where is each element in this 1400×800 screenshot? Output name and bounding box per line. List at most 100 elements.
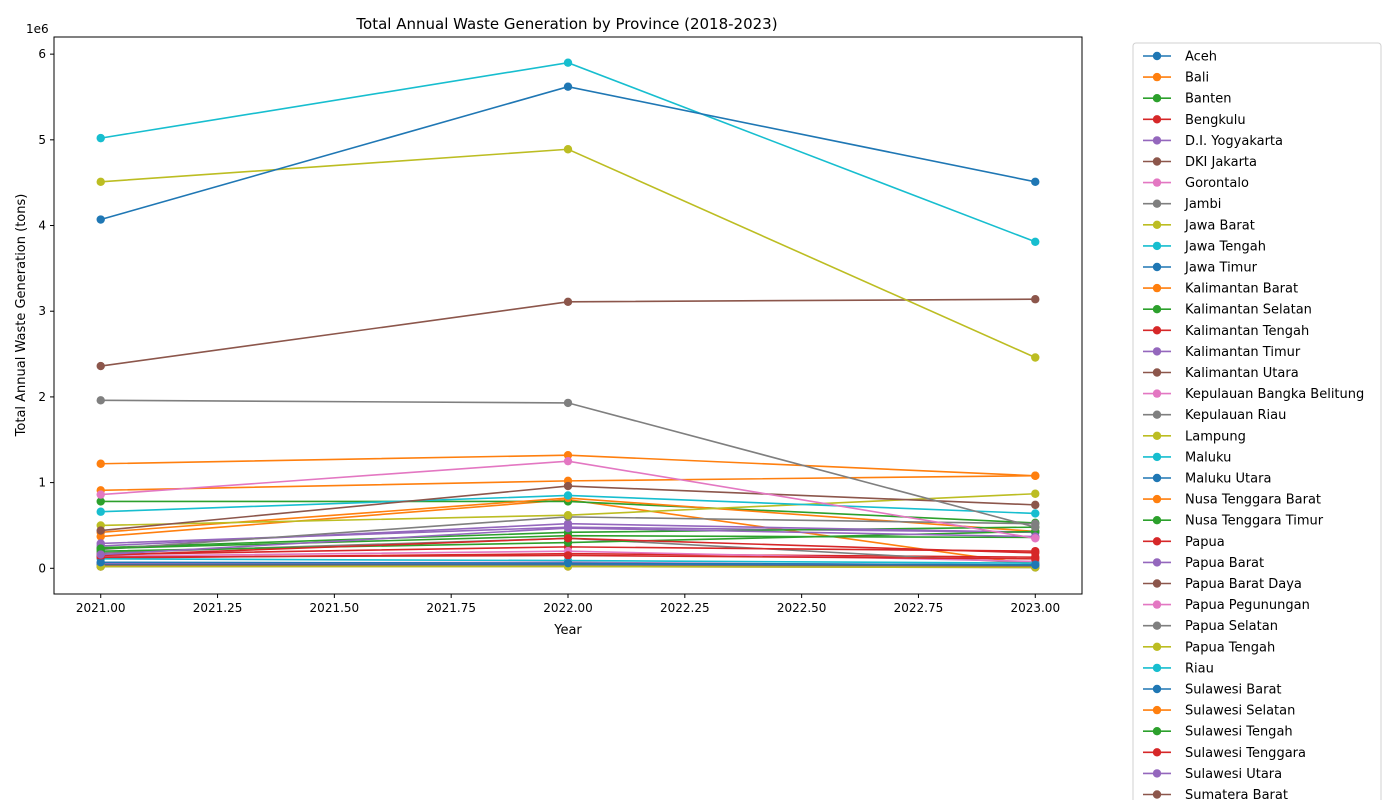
data-point (96, 133, 105, 143)
legend-swatch-marker (1152, 305, 1162, 314)
y-axis-label: Total Annual Waste Generation (tons) (14, 194, 29, 438)
chart-title: Total Annual Waste Generation by Provinc… (355, 15, 777, 33)
x-axis-label: Year (553, 623, 582, 638)
legend-item: Kalimantan Tengah (1143, 324, 1309, 339)
legend-label: Sulawesi Selatan (1185, 704, 1295, 719)
data-point (563, 558, 573, 568)
y-tick-label: 6 (38, 47, 46, 61)
y-tick-label: 4 (38, 219, 46, 233)
legend-item: Bengkulu (1143, 113, 1246, 128)
legend-item: Jawa Timur (1143, 261, 1258, 276)
data-point (96, 177, 105, 187)
legend-label: Kalimantan Utara (1185, 366, 1299, 381)
legend-item: Kalimantan Timur (1143, 345, 1301, 360)
x-tick-label: 2023.00 (1010, 601, 1060, 615)
legend-item: Jawa Barat (1143, 218, 1255, 233)
legend-label: Bengkulu (1185, 113, 1246, 128)
legend-swatch-marker (1152, 262, 1162, 272)
legend-label: Jawa Timur (1184, 261, 1258, 276)
series-jawa-tengah (96, 58, 1040, 247)
legend-item: Gorontalo (1143, 176, 1249, 191)
data-point (1031, 509, 1040, 518)
series-jawa-timur (96, 82, 1040, 224)
legend-label: Maluku (1185, 450, 1231, 465)
x-tick-label: 2021.00 (76, 601, 126, 615)
legend-item: Papua Barat (1143, 556, 1264, 571)
legend-item: Kepulauan Riau (1143, 408, 1286, 423)
legend-label: Sumatera Barat (1185, 788, 1288, 800)
legend-swatch-marker (1152, 389, 1162, 398)
data-point (563, 398, 573, 408)
legend: Aceh Bali Banten Bengkulu D.I. Yogyakarta DKI… (1132, 42, 1382, 800)
legend-label: Nusa Tenggara Barat (1185, 493, 1321, 508)
legend-swatch-marker (1152, 452, 1162, 462)
legend-swatch-marker (1152, 72, 1162, 82)
series-jawa-barat (96, 145, 1040, 362)
data-point (563, 491, 573, 500)
data-point (96, 558, 105, 567)
data-point (96, 550, 105, 559)
legend-label: D.I. Yogyakarta (1185, 134, 1283, 149)
x-tick-label: 2022.00 (543, 601, 593, 615)
legend-item: D.I. Yogyakarta (1143, 134, 1283, 149)
y-tick-label: 5 (38, 133, 46, 147)
legend-label: Papua Pegunungan (1185, 598, 1310, 613)
legend-label: DKI Jakarta (1185, 155, 1257, 170)
legend-label: Jawa Barat (1184, 218, 1255, 233)
legend-swatch-marker (1152, 537, 1162, 546)
data-point (1031, 353, 1040, 362)
series-sumatera-utara (96, 396, 1040, 532)
legend-frame (1132, 42, 1382, 800)
legend-item: Kalimantan Selatan (1143, 303, 1312, 318)
y-axis: 0 1 2 3 4 5 6 (38, 47, 54, 575)
legend-item: Banten (1143, 92, 1231, 107)
legend-swatch-marker (1152, 157, 1162, 166)
x-tick-label: 2021.50 (310, 601, 360, 615)
legend-swatch-marker (1152, 347, 1162, 356)
legend-item: Nusa Tenggara Timur (1143, 514, 1324, 529)
data-point (1031, 489, 1040, 498)
data-point (1031, 548, 1040, 558)
legend-item: Sumatera Barat (1143, 788, 1288, 800)
data-point (96, 526, 105, 535)
legend-item: Kalimantan Barat (1143, 282, 1298, 297)
legend-swatch-marker (1152, 199, 1162, 208)
data-point (563, 523, 573, 533)
series-sumatera-barat (96, 481, 1040, 535)
legend-label: Sulawesi Tengah (1185, 725, 1293, 740)
legend-label: Papua Tengah (1185, 640, 1275, 655)
legend-swatch-marker (1152, 368, 1162, 377)
data-point (563, 534, 573, 543)
y-tick-label: 2 (38, 390, 46, 404)
series-sulawesi-barat (96, 558, 1040, 570)
legend-swatch-marker (1152, 220, 1162, 229)
data-point (96, 215, 105, 224)
data-point (1031, 237, 1040, 247)
x-axis: 2021.00 2021.25 2021.50 2021.75 2022.00 2022.… (76, 594, 1060, 615)
legend-item: Nusa Tenggara Barat (1143, 493, 1321, 508)
series-sulawesi-selatan (96, 450, 1040, 480)
legend-label: Riau (1185, 661, 1214, 676)
legend-item: Kepulauan Bangka Belitung (1143, 387, 1364, 402)
data-point (96, 497, 105, 506)
legend-swatch-marker (1152, 115, 1162, 124)
data-point (1031, 522, 1040, 532)
legend-label: Bali (1185, 71, 1209, 86)
data-point (96, 361, 105, 371)
data-point (563, 510, 573, 520)
legend-label: Sulawesi Utara (1185, 767, 1282, 782)
x-tick-label: 2021.25 (193, 601, 243, 615)
legend-item: Aceh (1143, 50, 1217, 65)
legend-item: Sulawesi Selatan (1143, 704, 1295, 719)
legend-label: Nusa Tenggara Timur (1185, 514, 1324, 529)
legend-item: Papua Pegunungan (1143, 598, 1310, 613)
y-tick-label: 3 (38, 304, 46, 318)
data-point (563, 551, 573, 560)
legend-swatch-marker (1152, 51, 1162, 61)
legend-swatch-marker (1152, 684, 1162, 694)
series-line (100, 298, 1036, 367)
legend-item: Papua (1143, 535, 1225, 550)
legend-item: Sulawesi Utara (1143, 767, 1282, 782)
legend-label: Jambi (1184, 197, 1221, 212)
legend-item: Riau (1143, 661, 1214, 676)
